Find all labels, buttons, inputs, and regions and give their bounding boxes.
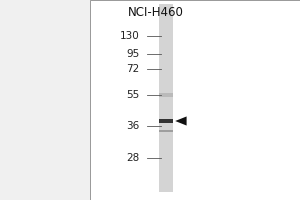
Text: 55: 55 <box>126 90 140 100</box>
Bar <box>159 4 172 192</box>
Bar <box>159 93 172 97</box>
Text: 130: 130 <box>120 31 140 41</box>
Bar <box>159 130 172 132</box>
Text: 95: 95 <box>126 49 140 59</box>
Bar <box>90 0 300 200</box>
Text: 28: 28 <box>126 153 140 163</box>
Text: 72: 72 <box>126 64 140 74</box>
Text: 36: 36 <box>126 121 140 131</box>
Text: NCI-H460: NCI-H460 <box>128 6 184 19</box>
Bar <box>159 119 172 123</box>
Polygon shape <box>175 116 187 126</box>
